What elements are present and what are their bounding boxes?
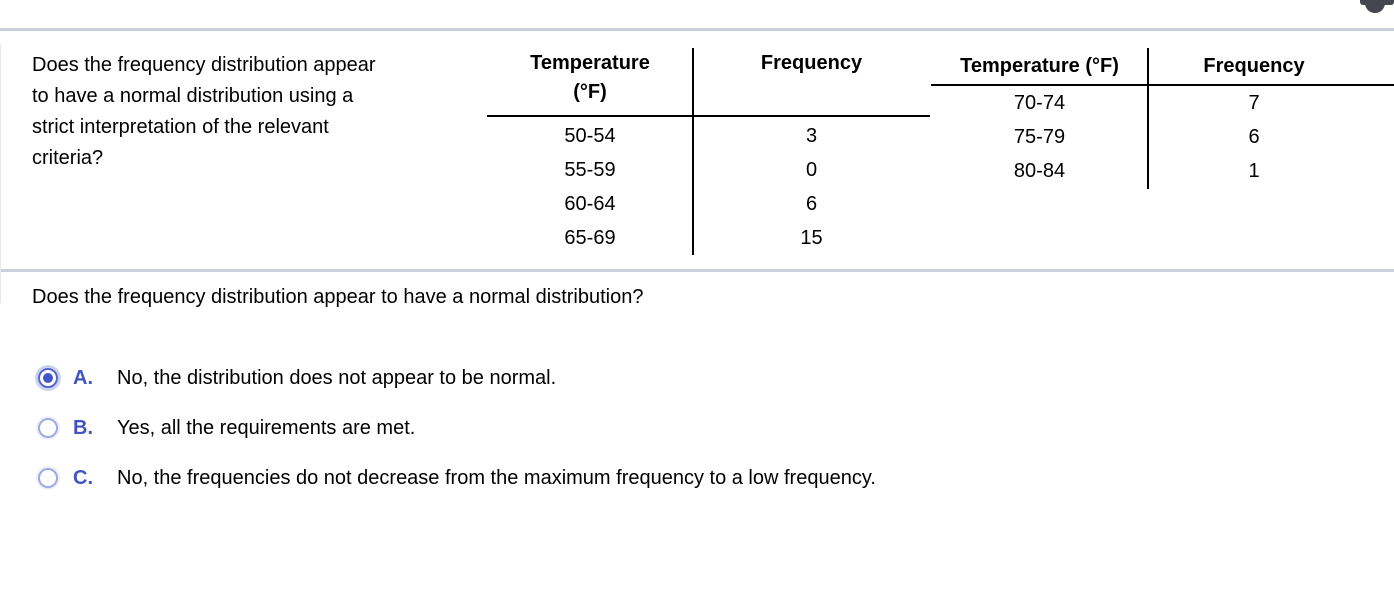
radio-option-b[interactable] [38, 418, 58, 438]
panel-left-edge [0, 45, 1, 303]
section-divider [0, 269, 1394, 272]
gear-icon-part [1365, 0, 1385, 13]
table2-range-cell: 80-84 [1013, 160, 1066, 182]
table1-column-rule [692, 48, 694, 255]
option-letter-c: C. [73, 466, 93, 489]
table1-header-rule [487, 115, 930, 117]
option-letter-a: A. [73, 366, 93, 389]
table1-range-cell: 55-59 [564, 159, 616, 181]
gear-icon[interactable] [1354, 0, 1394, 15]
gear-icon-part [1381, 0, 1394, 5]
table2-freq-cell: 6 [1248, 126, 1260, 148]
table2-range-cell: 75-79 [1013, 126, 1066, 148]
table1-freq-cell: 3 [805, 125, 818, 147]
question-line: strict interpretation of the relevant [32, 116, 329, 138]
table2-range-cell: 70-74 [1013, 92, 1066, 114]
table2-col1-header: Temperature (°F) [960, 55, 1119, 77]
option-text-a: No, the distribution does not appear to … [117, 366, 557, 389]
option-text-b: Yes, all the requirements are met. [117, 416, 416, 439]
table2-column-rule [1147, 48, 1149, 189]
question-line: to have a normal distribution using a [32, 85, 354, 107]
table2-col2-header: Frequency [1203, 55, 1305, 77]
table1-col1-header-line1: Temperature [530, 52, 650, 74]
table1-range-cell: 50-54 [564, 125, 616, 147]
option-row-c[interactable]: C. No, the frequencies do not decrease f… [38, 464, 876, 492]
radio-option-a[interactable] [38, 368, 58, 388]
option-letter-b: B. [73, 416, 93, 439]
table2-header-rule [931, 84, 1394, 86]
table1-freq-cell: 15 [800, 227, 823, 249]
radio-option-c[interactable] [38, 468, 58, 488]
table1-range-cell: 65-69 [564, 227, 616, 249]
option-text-c: No, the frequencies do not decrease from… [117, 466, 876, 489]
top-divider [0, 28, 1394, 31]
table1-freq-cell: 6 [805, 193, 818, 215]
option-row-b[interactable]: B. Yes, all the requirements are met. [38, 414, 415, 442]
table1-col2-header: Frequency [760, 52, 863, 74]
table1-col1-header-line2: (°F) [573, 81, 607, 103]
answer-prompt: Does the frequency distribution appear t… [32, 286, 644, 308]
question-line: criteria? [32, 147, 104, 169]
table2-freq-cell: 7 [1248, 92, 1260, 114]
question-line: Does the frequency distribution appear [32, 54, 376, 76]
option-row-a[interactable]: A. No, the distribution does not appear … [38, 364, 556, 392]
table1-range-cell: 60-64 [564, 193, 616, 215]
table2-freq-cell: 1 [1248, 160, 1260, 182]
table1-freq-cell: 0 [805, 159, 818, 181]
